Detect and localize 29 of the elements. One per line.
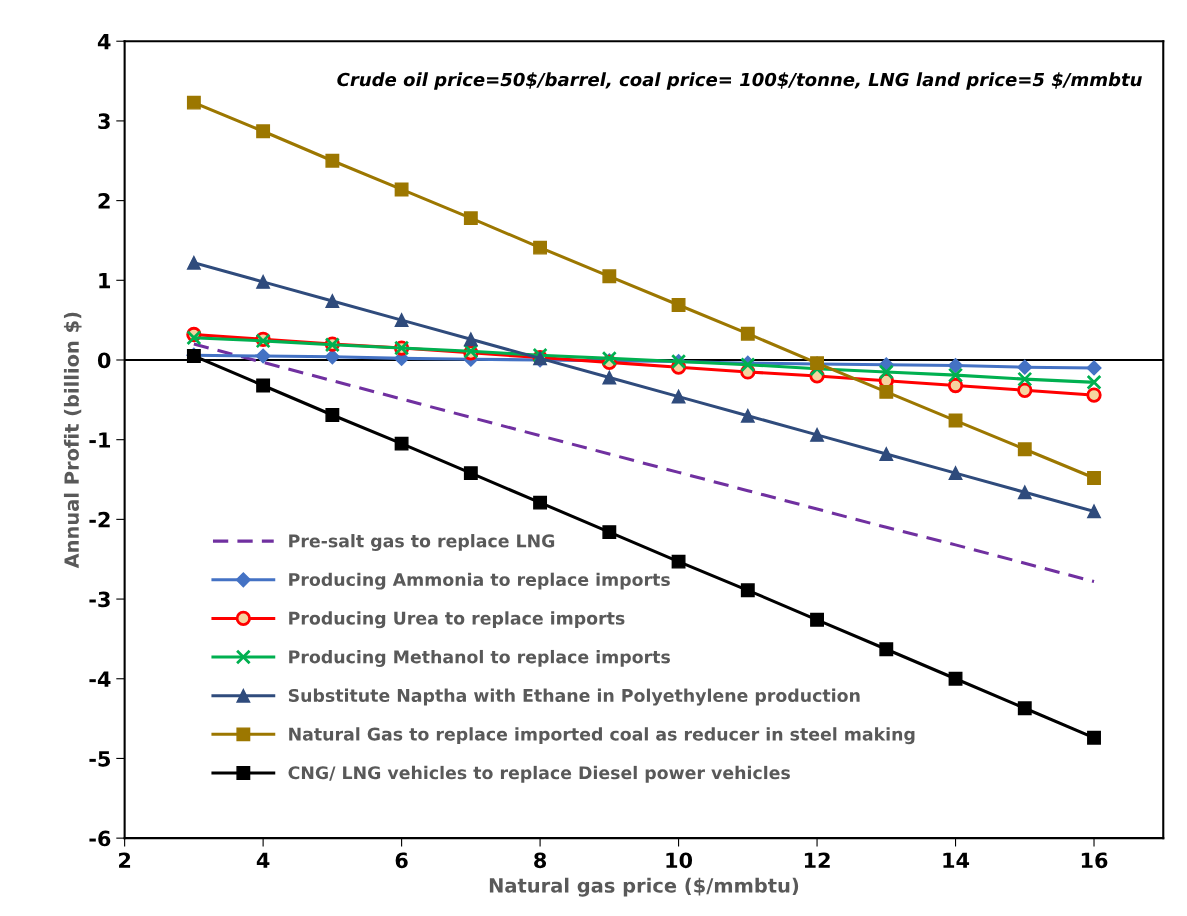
y-tick-label: 4 xyxy=(97,33,111,50)
legend-label: CNG/ LNG vehicles to replace Diesel power vehicles xyxy=(288,765,790,783)
legend-label: Producing Ammonia to replace imports xyxy=(289,572,670,590)
x-tick-label: 16 xyxy=(1081,852,1108,869)
y-tick-label: 1 xyxy=(99,273,111,289)
x-tick-label: 14 xyxy=(943,852,970,868)
legend-label: Natural Gas to replace imported coal as reducer in steel making xyxy=(289,727,915,745)
y-axis-title: Annual Profit (billion $) xyxy=(63,312,82,569)
y-tick-label: -1 xyxy=(89,432,111,448)
x-tick-label: 6 xyxy=(395,852,408,869)
y-tick-label: -6 xyxy=(89,830,111,847)
legend-label: Pre-salt gas to replace LNG xyxy=(289,534,555,551)
legend-label: Substitute Naptha with Ethane in Polyethylene production xyxy=(288,688,860,706)
y-tick-label: -5 xyxy=(89,751,110,767)
x-tick-label: 10 xyxy=(666,852,693,869)
legend-label: Producing Methanol to replace imports xyxy=(289,649,670,667)
x-tick-label: 8 xyxy=(534,852,547,869)
y-tick-label: 2 xyxy=(98,193,110,209)
x-tick-label: 2 xyxy=(119,852,131,868)
y-tick-label: 0 xyxy=(97,352,111,369)
x-tick-label: 12 xyxy=(804,852,830,868)
y-tick-label: -4 xyxy=(89,671,111,687)
y-tick-label: 3 xyxy=(98,113,110,130)
y-tick-label: -2 xyxy=(89,511,110,528)
x-tick-label: 4 xyxy=(256,852,270,868)
x-axis-title: Natural gas price ($/mmbtu) xyxy=(489,877,799,897)
annotation: Crude oil price=50$/barrel, coal price= 100$/tonne, LNG land price=5 $/mmbtu xyxy=(337,72,1142,90)
y-tick-label: -3 xyxy=(89,591,110,608)
legend-label: Producing Urea to replace imports xyxy=(289,611,625,629)
